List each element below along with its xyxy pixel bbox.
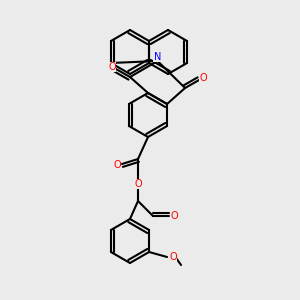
Text: N: N: [154, 52, 161, 62]
Text: O: O: [108, 62, 116, 72]
Text: O: O: [134, 179, 142, 189]
Text: O: O: [170, 211, 178, 221]
Text: O: O: [169, 252, 177, 262]
Text: O: O: [113, 160, 121, 170]
Text: O: O: [199, 73, 207, 83]
